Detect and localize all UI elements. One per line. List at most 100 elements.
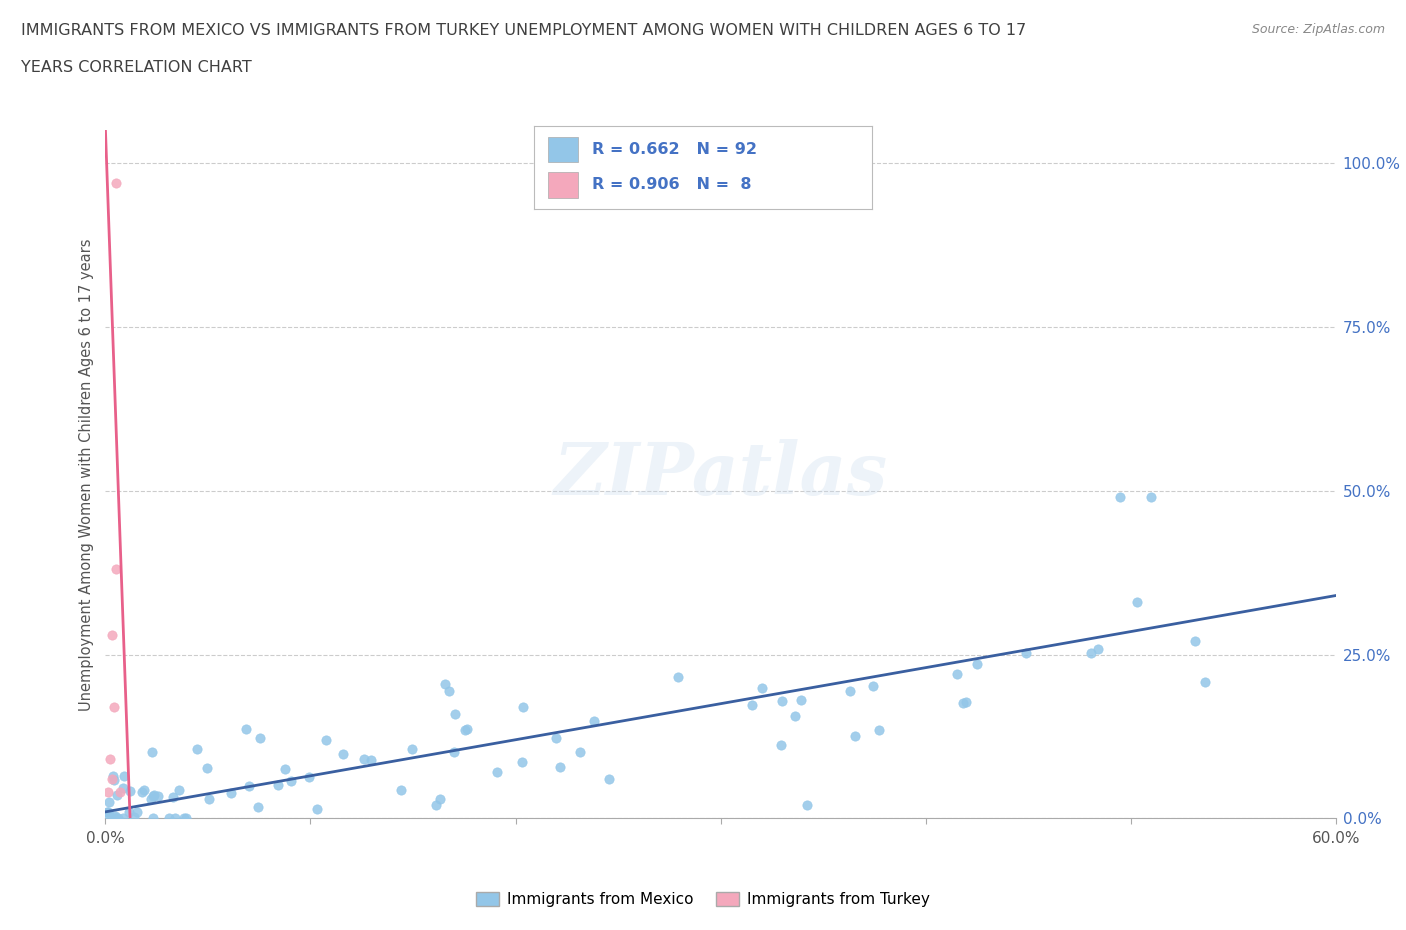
Point <box>862 679 884 694</box>
Point <box>1184 633 1206 648</box>
Point <box>437 684 460 698</box>
Point <box>844 729 866 744</box>
Point <box>101 768 124 783</box>
Text: R = 0.906   N =  8: R = 0.906 N = 8 <box>592 178 751 193</box>
Point <box>666 670 689 684</box>
Point <box>1126 594 1149 609</box>
Point <box>1194 675 1216 690</box>
Point <box>103 811 125 826</box>
Point <box>238 778 260 793</box>
Point <box>425 798 447 813</box>
Point <box>790 692 813 707</box>
Point <box>1140 490 1163 505</box>
Text: IMMIGRANTS FROM MEXICO VS IMMIGRANTS FROM TURKEY UNEMPLOYMENT AMONG WOMEN WITH C: IMMIGRANTS FROM MEXICO VS IMMIGRANTS FRO… <box>21 23 1026 38</box>
Point <box>176 811 198 826</box>
Point <box>141 791 163 806</box>
Point <box>108 785 131 800</box>
Point <box>433 676 456 691</box>
Point <box>141 745 163 760</box>
Point <box>105 788 128 803</box>
Point <box>966 657 988 671</box>
Point <box>142 811 165 826</box>
Point <box>598 771 620 786</box>
Point <box>510 754 533 769</box>
Point <box>548 760 571 775</box>
Point <box>104 562 127 577</box>
Point <box>97 804 120 819</box>
Point <box>100 628 122 643</box>
Point <box>125 805 148 820</box>
Point <box>96 785 118 800</box>
Point <box>298 769 321 784</box>
Point <box>132 783 155 798</box>
Point <box>946 667 969 682</box>
Point <box>98 752 121 767</box>
Point <box>235 722 257 737</box>
Point <box>104 811 127 826</box>
Point <box>389 782 412 797</box>
Point <box>104 809 127 824</box>
Point <box>741 698 763 712</box>
Point <box>118 784 141 799</box>
Point <box>751 681 773 696</box>
Point <box>157 811 180 826</box>
Point <box>280 774 302 789</box>
Point <box>118 804 141 819</box>
Point <box>486 764 509 779</box>
Point <box>569 744 592 759</box>
Point <box>165 811 187 826</box>
Point <box>103 772 125 787</box>
Point <box>146 789 169 804</box>
Point <box>1015 646 1038 661</box>
Point <box>246 800 269 815</box>
Point <box>96 804 118 819</box>
Point <box>1087 641 1109 656</box>
Point <box>1080 645 1102 660</box>
Legend: Immigrants from Mexico, Immigrants from Turkey: Immigrants from Mexico, Immigrants from … <box>470 885 936 913</box>
Point <box>796 798 818 813</box>
Point <box>107 811 129 826</box>
Point <box>443 706 465 721</box>
Text: Source: ZipAtlas.com: Source: ZipAtlas.com <box>1251 23 1385 36</box>
Point <box>544 731 567 746</box>
Point <box>267 777 290 792</box>
Point <box>124 809 146 824</box>
Point <box>167 782 190 797</box>
Point <box>453 723 475 737</box>
Point <box>249 730 271 745</box>
Point <box>332 747 354 762</box>
Point <box>401 742 423 757</box>
Point <box>955 694 977 709</box>
Text: ZIPatlas: ZIPatlas <box>554 439 887 510</box>
Point <box>112 811 135 826</box>
Point <box>1109 490 1132 505</box>
Point <box>315 733 337 748</box>
Point <box>274 762 297 777</box>
Point <box>868 723 890 737</box>
Point <box>770 737 793 752</box>
Point <box>97 807 120 822</box>
Y-axis label: Unemployment Among Women with Children Ages 6 to 17 years: Unemployment Among Women with Children A… <box>79 238 94 711</box>
Point <box>131 785 153 800</box>
Text: YEARS CORRELATION CHART: YEARS CORRELATION CHART <box>21 60 252 75</box>
Point <box>360 752 382 767</box>
Point <box>104 811 127 826</box>
Point <box>173 811 195 826</box>
Point <box>112 768 135 783</box>
Point <box>443 745 465 760</box>
Point <box>785 708 807 723</box>
Text: R = 0.662   N = 92: R = 0.662 N = 92 <box>592 142 756 157</box>
Point <box>112 780 135 795</box>
Point <box>142 789 165 804</box>
Point <box>100 772 122 787</box>
Point <box>221 786 243 801</box>
Point <box>104 175 127 190</box>
Point <box>839 684 862 698</box>
Point <box>456 722 478 737</box>
Point <box>103 699 125 714</box>
Point <box>307 802 329 817</box>
Point <box>195 761 218 776</box>
Point <box>162 790 184 804</box>
Bar <box>548 138 578 163</box>
Point <box>952 696 974 711</box>
